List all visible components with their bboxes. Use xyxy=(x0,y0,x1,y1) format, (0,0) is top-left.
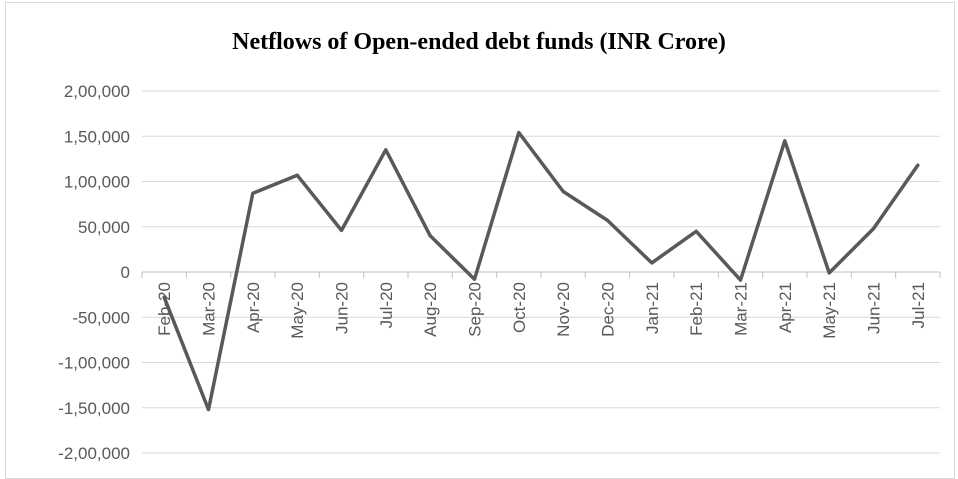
x-tick-label: Oct-20 xyxy=(510,282,529,333)
x-tick-label: May-20 xyxy=(288,282,307,339)
y-tick-label: -2,00,000 xyxy=(58,444,130,463)
y-axis-tick-labels: 2,00,000 1,50,000 1,00,000 50,000 0 -50,000 -1… xyxy=(58,82,130,463)
x-tick-label: Jul-21 xyxy=(909,282,928,328)
x-axis xyxy=(141,271,941,278)
gridlines xyxy=(142,90,940,454)
y-tick-label: 1,50,000 xyxy=(64,127,130,146)
x-tick-label: Mar-21 xyxy=(732,282,751,336)
chart-frame xyxy=(5,2,955,479)
x-tick-label: Jul-20 xyxy=(377,282,396,328)
series-layer xyxy=(162,130,920,412)
x-tick-label: Sep-20 xyxy=(466,282,485,337)
x-tick-label: Jun-21 xyxy=(865,282,884,334)
x-tick-label: May-21 xyxy=(820,282,839,339)
y-tick-label: -50,000 xyxy=(72,308,130,327)
x-tick-label: Jun-20 xyxy=(333,282,352,334)
series-line xyxy=(162,130,920,412)
y-tick-label: -1,00,000 xyxy=(58,354,130,373)
chart-title: Netflows of Open-ended debt funds (INR C… xyxy=(232,29,726,55)
y-tick-label: 50,000 xyxy=(78,218,130,237)
x-tick-label: Nov-20 xyxy=(554,282,573,337)
x-axis-tick-labels: Feb-20 Mar-20 Apr-20 May-20 Jun-20 Jul-20 Aug-… xyxy=(155,282,928,339)
x-tick-label: Apr-20 xyxy=(244,282,263,333)
y-tick-label: 1,00,000 xyxy=(64,173,130,192)
x-tick-label: Jan-21 xyxy=(643,282,662,334)
x-tick-label: Mar-20 xyxy=(200,282,219,336)
y-tick-label: -1,50,000 xyxy=(58,399,130,418)
x-tick-label: Feb-20 xyxy=(155,282,174,336)
x-tick-label: Apr-21 xyxy=(776,282,795,333)
x-tick-label: Dec-20 xyxy=(599,282,618,337)
x-tick-label: Aug-20 xyxy=(421,282,440,337)
y-tick-label: 0 xyxy=(121,263,130,282)
y-tick-label: 2,00,000 xyxy=(64,82,130,101)
x-tick-label: Feb-21 xyxy=(687,282,706,336)
